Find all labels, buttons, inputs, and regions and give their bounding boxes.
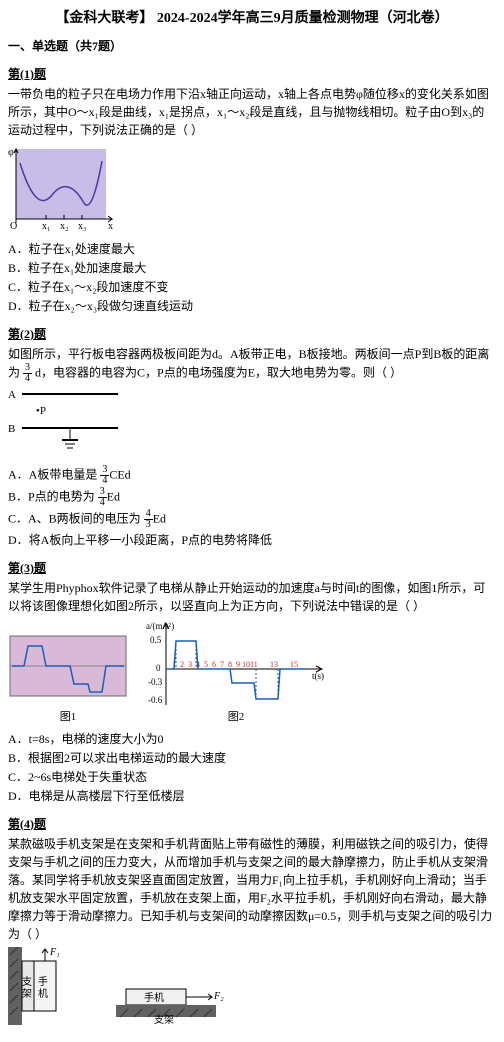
svg-text:0.5: 0.5 [150, 635, 162, 645]
q1-options: A．粒子在x₁处速度最大 B．粒子在x₁处加速度最大 C．粒子在x₁～x₂段加速… [8, 240, 496, 315]
svg-text:手机: 手机 [144, 991, 164, 1004]
q2-opt-a: A．A板带电量是 34CEd [8, 465, 496, 486]
q4-label: 第(4)题 [8, 815, 496, 833]
q2-opt-b-tail: Ed [107, 489, 120, 503]
svg-text:15: 15 [290, 660, 298, 669]
svg-text:x: x [108, 221, 113, 232]
svg-text:-0.6: -0.6 [148, 695, 163, 705]
q2-body-p2: d，电容器的电容为C，P点的电场强度为E，取大地电势为零。则（ ） [35, 365, 402, 379]
svg-text:3: 3 [188, 660, 192, 669]
svg-text:F₂: F₂ [213, 991, 224, 1002]
q3-opt-b: B．根据图2可以求出电梯运动的最大速度 [8, 749, 496, 767]
svg-text:2: 2 [180, 660, 184, 669]
three-quarter-fraction: 34 [23, 363, 32, 384]
q3-fig2: a/(m/s²) t(s) 0.5 0 -0.3 -0.6 1234 5678 … [146, 619, 326, 726]
svg-text:F₁: F₁ [49, 947, 60, 958]
svg-text:φ: φ [8, 147, 14, 158]
svg-text:O: O [10, 221, 17, 232]
q1-label: 第(1)题 [8, 65, 496, 83]
q1-opt-d: D．粒子在x₂～x₃段做匀速直线运动 [8, 297, 496, 315]
q3-opt-a: A．t=8s，电梯的速度大小为0 [8, 730, 496, 748]
q1-chart: φ O x₁ x₂ x₃ x [8, 143, 496, 238]
svg-text:6: 6 [212, 660, 216, 669]
q3-figures: 图1 a/(m/s²) t(s) 0.5 0 -0.3 -0.6 1234 56… [8, 619, 496, 726]
q1-opt-b: B．粒子在x₁处加速度最大 [8, 259, 496, 277]
q2-opt-d: D．将A板向上平移一小段距离，P点的电势将降低 [8, 531, 496, 549]
svg-text:x₁: x₁ [42, 221, 51, 232]
svg-text:7: 7 [220, 660, 224, 669]
svg-text:x₂: x₂ [60, 221, 69, 232]
svg-text:t(s): t(s) [312, 671, 324, 681]
q2-options: A．A板带电量是 34CEd B．P点的电势为 34Ed C．A、B两板间的电压… [8, 465, 496, 549]
svg-text:x₃: x₃ [78, 221, 87, 232]
svg-text:支: 支 [22, 976, 32, 988]
q3-label: 第(3)题 [8, 559, 496, 577]
svg-text:9: 9 [236, 660, 240, 669]
q1-opt-a: A．粒子在x₁处速度最大 [8, 240, 496, 258]
section-heading: 一、单选题（共7题） [8, 37, 496, 55]
q2-opt-a-tail: CEd [109, 467, 130, 481]
q2-opt-b: B．P点的电势为 34Ed [8, 487, 496, 508]
q3-opt-c: C．2~6s电梯处于失重状态 [8, 768, 496, 786]
q3-body: 某学生用Phyphox软件记录了电梯从静止开始运动的加速度a与时间t的图像，如图… [8, 579, 496, 615]
q3-fig1-caption: 图1 [60, 709, 77, 726]
q4-body: 某款磁吸手机支架是在支架和手机背面贴上带有磁性的薄膜，利用磁铁之间的吸引力，使得… [8, 835, 496, 943]
page-title: 【金科大联考】 2024-2024学年高三9月质量检测物理（河北卷） [8, 8, 496, 29]
svg-text:手: 手 [38, 975, 48, 988]
svg-text:13: 13 [270, 660, 278, 669]
svg-text:10: 10 [242, 660, 250, 669]
svg-text:•P: •P [36, 405, 46, 417]
q2-opt-b-text: B．P点的电势为 [8, 489, 95, 503]
half-fraction-c: 43 [144, 509, 153, 530]
half-fraction-a: 34 [100, 465, 109, 486]
svg-text:5: 5 [204, 660, 208, 669]
q4-figures: 支架 手机 F₁ 手机 支架 F₂ [8, 947, 496, 1030]
half-fraction-b: 34 [98, 487, 107, 508]
q4-fig-right: 手机 支架 F₂ [116, 965, 246, 1030]
svg-text:B: B [8, 423, 15, 435]
q2-body: 如图所示，平行板电容器两极板间距为d。A板带正电，B板接地。两板间一点P到B板的… [8, 345, 496, 384]
svg-text:A: A [8, 389, 16, 401]
q3-opt-d: D．电梯是从高楼层下行至低楼层 [8, 787, 496, 805]
svg-text:8: 8 [228, 660, 232, 669]
svg-text:架: 架 [22, 988, 32, 1000]
q2-label: 第(2)题 [8, 325, 496, 343]
svg-text:a/(m/s²): a/(m/s²) [146, 621, 174, 631]
svg-text:-0.3: -0.3 [148, 677, 163, 687]
q3-options: A．t=8s，电梯的速度大小为0 B．根据图2可以求出电梯运动的最大速度 C．2… [8, 730, 496, 805]
q1-body: 一带负电的粒子只在电场力作用下沿x轴正向运动，x轴上各点电势φ随位移x的变化关系… [8, 85, 496, 139]
q3-fig2-caption: 图2 [228, 709, 245, 726]
q2-opt-c: C．A、B两板间的电压为 43Ed [8, 509, 496, 530]
q2-opt-a-text: A．A板带电量是 [8, 467, 97, 481]
q2-opt-c-tail: Ed [153, 511, 166, 525]
q2-opt-c-text: C．A、B两板间的电压为 [8, 511, 141, 525]
svg-text:0: 0 [156, 663, 161, 673]
q2-diagram: A •P B [8, 388, 496, 463]
svg-text:11: 11 [250, 660, 258, 669]
svg-text:机: 机 [38, 987, 48, 1000]
svg-text:支架: 支架 [154, 1014, 174, 1025]
q1-opt-c: C．粒子在x₁～x₂段加速度不变 [8, 278, 496, 296]
q4-fig-left: 支架 手机 F₁ [8, 947, 98, 1030]
q3-fig1: 图1 [8, 634, 128, 726]
